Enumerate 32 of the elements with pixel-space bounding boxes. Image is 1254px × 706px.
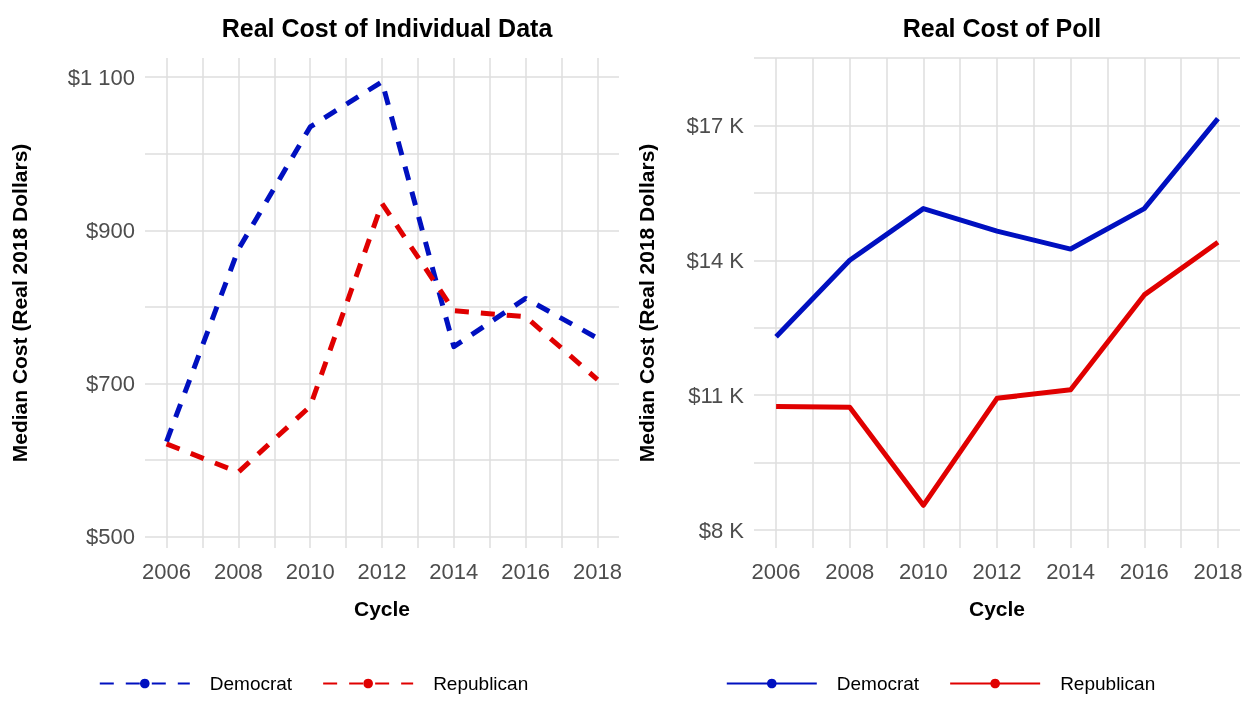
chart-title: Real Cost of Poll (902, 13, 1102, 42)
y-tick-label: $17 K (686, 112, 745, 138)
x-tick-label: 2012 (972, 558, 1022, 584)
legend-label: Democrat (209, 673, 293, 694)
x-tick-label: 2006 (142, 558, 192, 584)
legend-label: Democrat (836, 673, 920, 694)
y-tick-label: $900 (86, 217, 135, 243)
y-tick-label: $500 (86, 524, 135, 550)
legend-label: Republican (1060, 673, 1156, 694)
y-tick-label: $14 K (686, 247, 745, 273)
y-tick-label: $1 100 (67, 64, 135, 90)
y-axis-title: Median Cost (Real 2018 Dollars) (8, 143, 31, 463)
x-tick-label: 2016 (1119, 558, 1169, 584)
x-tick-label: 2014 (1046, 558, 1096, 584)
x-tick-label: 2014 (429, 558, 479, 584)
x-tick-label: 2012 (357, 558, 407, 584)
x-tick-label: 2008 (825, 558, 875, 584)
x-tick-label: 2010 (285, 558, 335, 584)
x-axis-title: Cycle (353, 597, 411, 620)
x-tick-label: 2006 (751, 558, 801, 584)
y-tick-label: $8 K (698, 517, 745, 543)
x-axis-title: Cycle (968, 597, 1026, 620)
x-tick-label: 2018 (572, 558, 622, 584)
x-tick-label: 2010 (898, 558, 948, 584)
y-tick-label: $700 (86, 370, 135, 396)
y-tick-label: $11 K (688, 382, 745, 408)
y-axis-title: Median Cost (Real 2018 Dollars) (635, 143, 658, 463)
chart-title: Real Cost of Individual Data (221, 13, 554, 42)
x-tick-label: 2008 (213, 558, 263, 584)
x-tick-label: 2018 (1193, 558, 1243, 584)
legend-label: Republican (433, 673, 529, 694)
x-tick-label: 2016 (501, 558, 551, 584)
